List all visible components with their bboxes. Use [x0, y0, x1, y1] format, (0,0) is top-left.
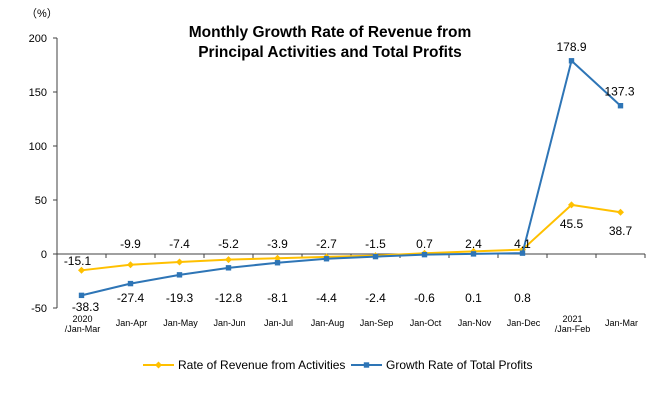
data-point — [274, 254, 281, 262]
legend-label: Growth Rate of Total Profits — [386, 358, 533, 372]
profits-data-label: 0.1 — [465, 291, 482, 305]
legend-item-profits: Growth Rate of Total Profits — [351, 358, 533, 372]
profits-data-label: -4.4 — [316, 291, 337, 305]
legend-marker — [363, 362, 370, 368]
data-point — [470, 251, 477, 257]
legend-marker — [155, 361, 162, 369]
x-tick-label: Jan-Dec — [507, 318, 541, 328]
profits-data-label: -8.1 — [267, 291, 288, 305]
data-point — [421, 251, 428, 258]
x-tick-label: Jan-Nov — [458, 318, 492, 328]
legend: Rate of Revenue from Activities Growth Ra… — [143, 358, 533, 372]
revenue-data-label: -9.9 — [120, 237, 141, 251]
chart-title-line-2: Principal Activities and Total Profits — [198, 44, 462, 61]
data-point — [78, 266, 85, 274]
data-point — [225, 265, 232, 271]
data-point — [127, 261, 134, 269]
x-tick-label: Jan-Mar — [605, 318, 638, 328]
profits-data-label: -27.4 — [117, 291, 145, 305]
data-point — [617, 208, 624, 216]
data-point — [225, 256, 232, 264]
y-tick-label: 100 — [29, 141, 47, 153]
series-line — [81, 203, 621, 272]
series-line — [81, 59, 622, 297]
revenue-data-label: 38.7 — [609, 224, 633, 238]
revenue-data-label: -5.2 — [218, 237, 239, 251]
data-point — [78, 292, 85, 299]
profits-data-label: -12.8 — [215, 291, 243, 305]
legend-label: Rate of Revenue from Activities — [178, 358, 345, 372]
y-tick-label: -50 — [31, 303, 47, 315]
chart-title-line-1: Monthly Growth Rate of Revenue from — [189, 24, 471, 41]
revenue-data-label: 2.4 — [465, 237, 482, 251]
x-tick-label: 2021/Jan-Feb — [555, 314, 591, 334]
revenue-data-label: -3.9 — [267, 237, 288, 251]
profits-data-label: 0.8 — [514, 291, 531, 305]
revenue-data-label: -15.1 — [64, 254, 92, 268]
y-tick-label: 200 — [29, 33, 47, 45]
series-layer — [78, 58, 624, 299]
revenue-data-label: 4.1 — [514, 237, 531, 251]
data-point — [323, 256, 330, 262]
data-point — [617, 103, 624, 109]
data-point — [372, 253, 379, 260]
legend-item-revenue: Rate of Revenue from Activities — [143, 358, 345, 372]
x-tick-label: Jan-Jun — [213, 318, 245, 328]
y-tick-label: 150 — [29, 87, 47, 99]
data-point — [519, 250, 526, 256]
data-labels: -15.1 -9.9 -7.4 -5.2 -3.9 -2.7 -1.5 0.7 2.4 4.1 45… — [64, 40, 635, 314]
profits-data-label: -2.4 — [365, 291, 386, 305]
y-tick-label: 50 — [35, 195, 47, 207]
data-point — [274, 260, 281, 266]
revenue-data-label: -1.5 — [365, 237, 386, 251]
x-tick-label: Jan-Oct — [410, 318, 442, 328]
x-tick-label: Jan-Aug — [311, 318, 345, 328]
profits-data-label: 137.3 — [604, 85, 634, 99]
x-tick-label: Jan-Jul — [264, 318, 293, 328]
revenue-data-label: -7.4 — [169, 237, 190, 251]
chart-title: Monthly Growth Rate of Revenue from Prin… — [189, 24, 471, 61]
series-profits — [78, 58, 624, 299]
profits-data-label: -19.3 — [166, 291, 194, 305]
series-revenue — [78, 201, 624, 274]
x-tick-label: Jan-May — [163, 318, 198, 328]
data-point — [176, 272, 183, 278]
revenue-data-label: 0.7 — [416, 237, 433, 251]
revenue-data-label: 45.5 — [560, 217, 584, 231]
profits-data-label: -0.6 — [414, 291, 435, 305]
data-point — [568, 58, 575, 64]
y-tick-label: 0 — [41, 249, 47, 261]
x-tick-label: Jan-Apr — [116, 318, 148, 328]
x-tick-label: 2020/Jan-Mar — [65, 314, 101, 334]
data-point — [568, 201, 575, 209]
data-point — [176, 258, 183, 266]
x-tick-label: Jan-Sep — [360, 318, 394, 328]
profits-data-label: 178.9 — [556, 40, 586, 54]
revenue-data-label: -2.7 — [316, 237, 337, 251]
axes: 200 150 100 50 0 -50 2020/Jan-Mar Jan-Apr Jan-Ma… — [29, 33, 646, 334]
y-axis-unit: （%） — [26, 7, 58, 20]
profits-data-label: -38.3 — [72, 300, 100, 314]
data-point — [127, 280, 134, 287]
